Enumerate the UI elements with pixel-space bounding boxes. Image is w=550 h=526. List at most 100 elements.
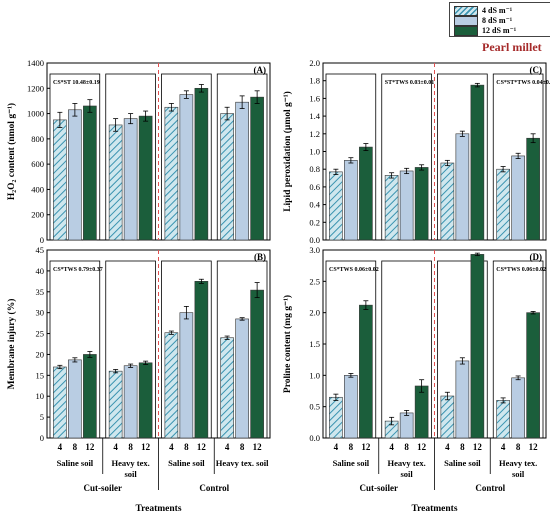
y-tick-label: 25 <box>36 329 45 339</box>
treatment-label: Cut-soiler <box>360 483 399 493</box>
bar <box>496 168 510 241</box>
y-tick-label: 0.0 <box>309 235 320 245</box>
y-tick-label: 1.8 <box>309 76 320 86</box>
bar <box>164 332 179 439</box>
y-tick-label: 1.5 <box>309 339 320 349</box>
panel-0: 0 200 400 600 800 1000 1200 1400 H₂O₂ content (n… <box>6 58 271 245</box>
bar <box>235 101 249 241</box>
x-tick-label: 12 <box>361 442 371 452</box>
soil-label: Heavy tex. <box>112 458 150 468</box>
bar <box>440 162 455 241</box>
bar <box>470 254 485 439</box>
x-tick-label: 4 <box>389 442 394 452</box>
x-tick-label: 12 <box>417 442 427 452</box>
soil-label: soil <box>512 469 525 479</box>
bar <box>194 87 209 241</box>
y-tick-label: 0.2 <box>309 217 320 227</box>
x-tick-label: 4 <box>169 442 174 452</box>
x-tick-label: 8 <box>128 442 133 452</box>
panel-label: (C) <box>530 65 543 75</box>
x-tick-label: 12 <box>85 442 95 452</box>
bar <box>399 170 414 241</box>
bar <box>53 366 67 439</box>
soil-label: Saline soil <box>57 458 94 468</box>
crop-label: Pearl millet <box>482 40 542 54</box>
y-tick-label: 1400 <box>27 58 44 68</box>
y-tick-label: 0.6 <box>309 182 320 192</box>
bar <box>83 354 97 439</box>
y-tick-label: 45 <box>36 245 45 255</box>
bar <box>359 146 373 241</box>
y-tick-label: 2.0 <box>309 308 320 318</box>
y-tick-label: 5 <box>40 412 44 422</box>
x-tick-label: 12 <box>529 442 539 452</box>
bar <box>108 124 123 241</box>
y-tick-label: 1000 <box>27 109 44 119</box>
y-tick-label: 40 <box>36 266 45 276</box>
y-tick-label: 30 <box>36 308 45 318</box>
bar <box>83 105 97 241</box>
bar <box>511 155 525 241</box>
panel-label: (D) <box>530 252 543 262</box>
y-tick-label: 1.0 <box>309 147 320 157</box>
bar <box>250 289 264 439</box>
x-tick-label: 8 <box>516 442 521 452</box>
bar <box>329 396 343 439</box>
y-tick-label: 600 <box>31 159 44 169</box>
legend-item-12: 12 dS m⁻¹ <box>452 26 549 36</box>
bar <box>440 395 455 439</box>
x-tick-label: 12 <box>253 442 263 452</box>
bar <box>108 370 123 439</box>
bar <box>526 312 540 439</box>
bar <box>329 171 343 241</box>
x-tick-label: 4 <box>58 442 63 452</box>
soil-label: Heavy tex. <box>499 458 537 468</box>
y-tick-label: 2.0 <box>309 58 320 68</box>
bar <box>123 118 138 241</box>
x-tick-label: 12 <box>473 442 483 452</box>
bar <box>496 400 510 439</box>
y-axis-label: Lipid peroxidation (µmol g⁻¹) <box>282 91 293 212</box>
bar <box>68 359 82 439</box>
panel-1: 0 5 10 15 20 25 30 35 40 45 Membrane injury (%) (B)… <box>6 245 271 514</box>
bar <box>220 337 234 439</box>
treatment-label: Control <box>475 483 505 493</box>
legend-label: 12 dS m⁻¹ <box>482 26 517 35</box>
bar <box>384 175 399 241</box>
soil-label: Heavy tex. <box>388 458 426 468</box>
panel-label: (B) <box>254 252 266 262</box>
stat-annotation: CS*TWS 0.79±0.37 <box>53 267 103 273</box>
bar <box>470 84 485 241</box>
stat-annotation: CS*TWS 0.06±0.02 <box>496 267 546 273</box>
stat-annotation: CS*ST 10.48±0.19 <box>53 80 100 86</box>
stat-annotation: ST*TWS 0.03±0.01 <box>385 80 434 86</box>
bar <box>164 106 179 241</box>
y-tick-label: 0 <box>40 433 44 443</box>
legend-swatch-light <box>454 16 478 26</box>
y-tick-label: 0.4 <box>309 200 320 210</box>
x-tick-label: 8 <box>404 442 409 452</box>
x-tick-label: 8 <box>73 442 78 452</box>
y-tick-label: 0.0 <box>309 433 320 443</box>
x-tick-label: 12 <box>141 442 151 452</box>
y-tick-label: 20 <box>36 349 45 359</box>
bar <box>511 377 525 439</box>
bar <box>68 109 82 241</box>
soil-label: Heavy tex. soil <box>216 458 269 468</box>
stat-annotation: CS*ST*TWS 0.04±0.02 <box>496 80 550 86</box>
bar <box>344 375 358 439</box>
y-tick-label: 1200 <box>27 83 44 93</box>
y-tick-label: 0.5 <box>309 402 320 412</box>
bar <box>53 119 67 241</box>
x-tick-label: 4 <box>445 442 450 452</box>
y-tick-label: 3.0 <box>309 245 320 255</box>
x-tick-label: 4 <box>334 442 339 452</box>
legend-label: 8 dS m⁻¹ <box>482 16 513 25</box>
bar <box>194 281 209 439</box>
legend-swatch-hatch <box>454 6 478 16</box>
bar <box>138 115 153 241</box>
bar <box>399 412 414 439</box>
x-tick-label: 8 <box>184 442 189 452</box>
legend-item-4: 4 dS m⁻¹ <box>452 6 549 16</box>
